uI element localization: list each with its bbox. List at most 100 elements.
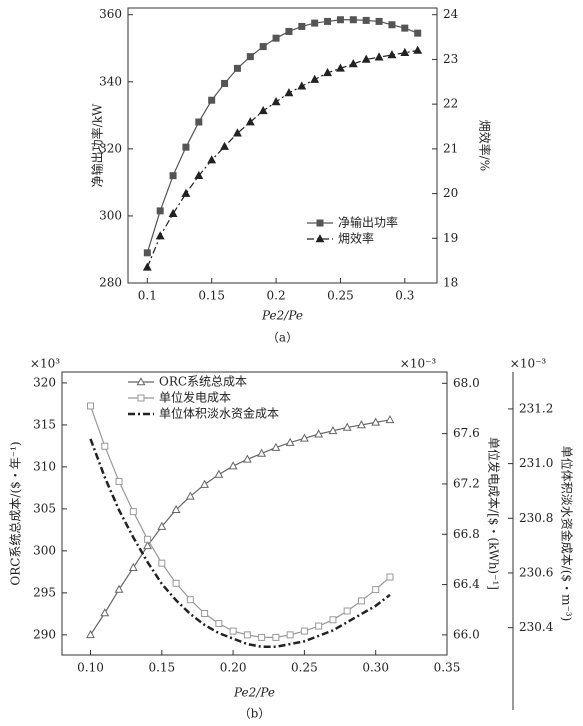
y2-tick-label: 21 [443, 141, 458, 155]
x-tick-label: 0.2 [267, 289, 286, 303]
data-point [328, 425, 338, 435]
data-point [221, 79, 229, 87]
y-tick-label: 315 [33, 417, 56, 431]
y2-tick-label: 66.0 [453, 627, 480, 641]
y-tick-label: 320 [99, 141, 122, 155]
axis-multiplier: ×10⁻³ [400, 357, 437, 371]
data-point [208, 96, 216, 104]
data-point [357, 420, 366, 429]
legend-marker [315, 234, 325, 243]
data-point [258, 106, 268, 115]
data-point [336, 16, 344, 24]
axis-multiplier: ×10³ [30, 357, 60, 371]
y3-tick-label: 231.2 [519, 401, 553, 415]
y2-tick-label: 66.4 [453, 577, 480, 591]
data-point [182, 143, 190, 151]
data-point [157, 521, 167, 530]
data-point [323, 67, 333, 77]
data-point [232, 128, 242, 137]
legend-label: 单位体积淡水资金成本 [159, 406, 279, 421]
data-point [271, 97, 281, 106]
legend-marker [136, 377, 146, 386]
legend-label: 单位发电成本 [159, 390, 231, 405]
data-point [297, 81, 307, 90]
series-line [89, 405, 391, 638]
legend-label: 㶲效率 [338, 231, 374, 246]
data-point [374, 52, 384, 61]
y-tick-label: 360 [99, 7, 122, 21]
y3-tick-label: 230.4 [519, 620, 554, 634]
y2-tick-label: 67.6 [453, 426, 480, 440]
x-tick-label: 0.30 [362, 661, 389, 675]
data-point [349, 16, 357, 24]
y-tick-label: 280 [99, 276, 122, 290]
data-point [215, 620, 223, 628]
y-tick-label: 295 [33, 585, 56, 599]
data-point [271, 442, 281, 451]
data-point [185, 491, 195, 500]
data-point [172, 579, 180, 587]
y2-axis-label: 单位发电成本/[$・(kWh)⁻¹] [487, 437, 502, 590]
y2-tick-label: 68.0 [453, 376, 480, 390]
y-tick-label: 310 [33, 459, 56, 473]
data-point [233, 64, 241, 72]
data-point [155, 231, 165, 240]
y-tick-label: 300 [33, 543, 56, 557]
data-point [386, 573, 394, 581]
data-point [343, 607, 351, 615]
y-tick-label: 300 [99, 208, 122, 222]
x-tick-label: 0.20 [220, 661, 247, 675]
data-point [229, 627, 237, 635]
data-point [387, 50, 397, 59]
data-point [245, 117, 255, 126]
series-line [90, 419, 391, 636]
y2-axis-label: 㶲效率/% [478, 120, 493, 171]
data-point [195, 118, 203, 126]
data-point [186, 596, 194, 604]
x-tick-label: 0.1 [138, 289, 157, 303]
data-point [100, 608, 110, 617]
data-point [158, 559, 166, 567]
data-point [101, 442, 109, 450]
legend-marker [137, 394, 145, 402]
data-point [220, 141, 230, 150]
plot-frame [61, 371, 448, 656]
y-tick-label: 340 [99, 74, 122, 88]
data-point [335, 63, 345, 72]
y3-tick-label: 231.0 [519, 456, 553, 470]
y2-tick-label: 24 [443, 7, 459, 21]
data-point [388, 21, 396, 29]
x-tick-label: 0.15 [198, 289, 225, 303]
data-point [257, 448, 267, 457]
data-point [207, 155, 217, 164]
y-tick-label: 320 [33, 375, 56, 389]
plot-frame [127, 7, 438, 284]
data-point [258, 633, 266, 641]
data-point [284, 88, 294, 97]
x-tick-label: 0.3 [395, 289, 414, 303]
data-point [314, 429, 324, 438]
data-point [200, 479, 210, 488]
data-point [348, 59, 358, 68]
data-point [286, 631, 294, 639]
y3-tick-label: 230.8 [519, 511, 553, 525]
data-point [156, 207, 164, 215]
y3-tick-label: 230.6 [519, 565, 553, 579]
data-point [362, 16, 370, 24]
data-point [400, 47, 410, 57]
x-tick-label: 0.25 [291, 661, 318, 675]
data-point [181, 188, 191, 197]
data-point [194, 170, 204, 179]
data-point [315, 622, 323, 630]
data-point [86, 630, 95, 639]
data-point [342, 422, 352, 431]
data-point [142, 262, 152, 271]
data-point [243, 631, 251, 639]
y2-tick-label: 19 [443, 231, 458, 245]
x-tick-label: 0.15 [148, 661, 175, 675]
data-point [128, 562, 138, 571]
data-point [357, 597, 365, 605]
data-point [401, 24, 409, 32]
data-point [144, 535, 152, 543]
